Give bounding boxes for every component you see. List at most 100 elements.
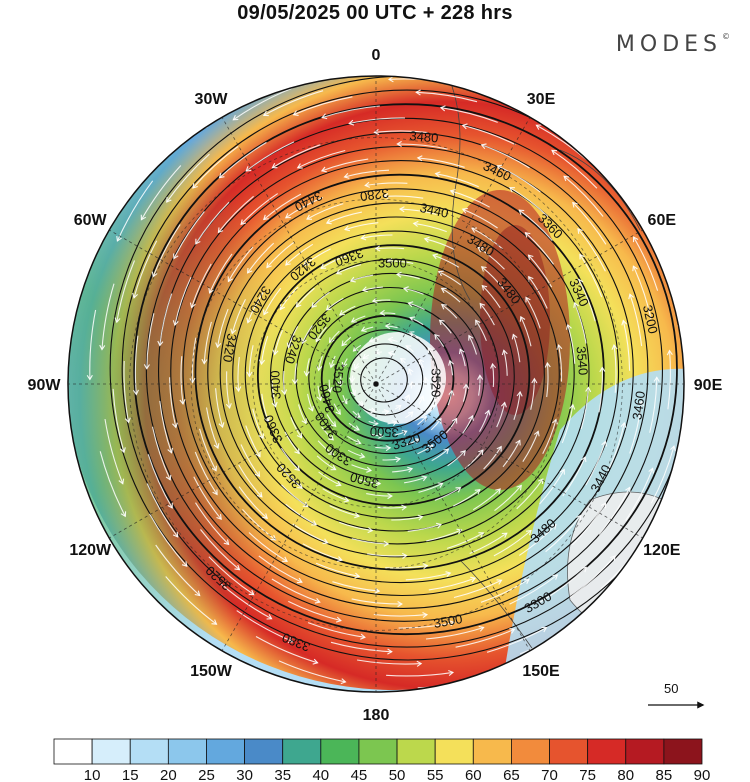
africa-coast <box>559 149 641 231</box>
streamline-arrowhead <box>360 633 366 640</box>
streamline-arrowhead <box>271 163 278 169</box>
contour-label: 3540 <box>573 346 590 376</box>
streamline-arrowhead <box>311 520 318 526</box>
streamline-arrowhead <box>312 658 319 665</box>
streamline-arrowhead <box>295 301 302 308</box>
colorbar-swatch <box>206 738 245 765</box>
colorbar-swatch <box>167 738 207 765</box>
longitude-label: 60E <box>648 212 677 229</box>
streamline-arrowhead <box>427 347 433 353</box>
wind-streamline <box>133 240 158 299</box>
height-contour <box>157 131 649 609</box>
streamline-arrowhead <box>401 552 408 559</box>
streamline-arrowhead <box>480 143 487 150</box>
wind-streamline <box>236 610 294 643</box>
longitude-label: 120E <box>643 542 681 559</box>
streamline-arrowhead <box>373 128 380 135</box>
wind-streamline <box>104 419 124 484</box>
streamline-arrowhead <box>569 403 576 410</box>
streamline-arrowhead <box>385 445 392 452</box>
height-contour <box>121 89 684 648</box>
streamline-arrowhead <box>422 563 429 570</box>
wind-streamline <box>174 276 192 326</box>
streamline-arrowhead <box>302 501 309 507</box>
streamline-arrowhead <box>266 614 273 620</box>
longitude-label: 180 <box>363 707 390 724</box>
streamline-arrowhead <box>690 421 695 426</box>
streamline-arrowhead <box>143 364 150 370</box>
streamline-arrowhead <box>493 77 500 84</box>
streamline-arrowhead <box>386 257 393 264</box>
streamline-arrowhead <box>689 258 694 263</box>
streamline-arrowhead <box>322 538 329 545</box>
streamline-arrowhead <box>397 601 403 608</box>
streamline-arrowhead <box>254 471 261 478</box>
streamline-arrowhead <box>541 626 548 633</box>
streamline-arrowhead <box>328 449 335 456</box>
vortex-center <box>350 332 446 424</box>
streamline-arrowhead <box>449 620 456 627</box>
streamline-arrowhead <box>408 368 414 375</box>
colorbar-swatch <box>358 738 398 765</box>
contour-label: 3500 <box>348 469 380 491</box>
wind-streamline <box>686 291 697 354</box>
streamline-arrowhead <box>270 534 277 541</box>
colorbar-tick-label: 70 <box>541 767 558 782</box>
wind-streamline <box>322 105 380 119</box>
streamline-arrowhead <box>292 110 299 116</box>
wind-streamline <box>278 660 346 683</box>
streamline-arrowhead <box>625 486 631 493</box>
svg-text:3520: 3520 <box>329 363 346 393</box>
streamline-arrowhead <box>330 464 337 471</box>
streamline-arrowhead <box>294 448 300 455</box>
streamline-arrowhead <box>359 66 364 71</box>
streamline-arrowhead <box>607 612 614 618</box>
streamline-arrowhead <box>374 245 381 252</box>
streamline-arrowhead <box>448 669 455 677</box>
streamline-arrowhead <box>434 171 441 178</box>
streamline-arrowhead <box>533 430 540 437</box>
streamline-arrowhead <box>422 376 429 383</box>
streamline-arrowhead <box>449 189 456 195</box>
wind-streamline <box>563 175 604 217</box>
streamline-arrowhead <box>366 466 373 473</box>
streamline-arrowhead <box>172 422 178 429</box>
streamline-arrowhead <box>368 337 375 343</box>
streamline-arrowhead <box>387 76 394 83</box>
streamline-arrowhead <box>234 564 241 571</box>
streamline-arrowhead <box>374 587 381 594</box>
wind-streamline <box>386 671 454 677</box>
streamline-arrowhead <box>337 380 344 387</box>
streamline-arrowhead <box>211 465 217 472</box>
wind-streamline <box>440 107 498 123</box>
streamline-arrowhead <box>348 119 355 126</box>
low-center-marker <box>373 381 379 387</box>
wind-streamline <box>192 145 239 189</box>
streamline-arrowhead <box>308 405 314 412</box>
wind-streamline <box>425 626 484 640</box>
wind-streamline <box>123 360 130 423</box>
streamline-arrowhead <box>398 206 405 213</box>
colorbar-tick-label: 85 <box>656 767 673 782</box>
wind-streamline <box>698 393 710 459</box>
streamline-arrowhead <box>246 317 253 324</box>
streamline-arrowhead <box>223 539 230 546</box>
streamline-arrowhead <box>458 348 465 355</box>
colorbar-tick-label: 35 <box>274 767 291 782</box>
streamline-arrowhead <box>336 556 343 562</box>
wind-streamline <box>152 224 181 277</box>
streamline-arrowhead <box>544 361 551 368</box>
streamline-arrowhead <box>433 393 440 400</box>
streamline-arrowhead <box>415 89 421 96</box>
colorbar-tick-label: 15 <box>122 767 139 782</box>
streamline-arrowhead <box>621 319 628 326</box>
wind-streamline <box>258 555 303 583</box>
wind-streamline <box>607 422 625 472</box>
streamline-arrowhead <box>374 348 381 355</box>
streamline-arrowhead <box>443 448 450 455</box>
contour-label: 3520 <box>428 368 443 397</box>
streamline-arrowhead <box>364 181 371 188</box>
longitude-label: 30W <box>195 91 229 108</box>
streamline-arrowhead <box>281 389 288 396</box>
streamline-arrowhead <box>303 260 310 266</box>
